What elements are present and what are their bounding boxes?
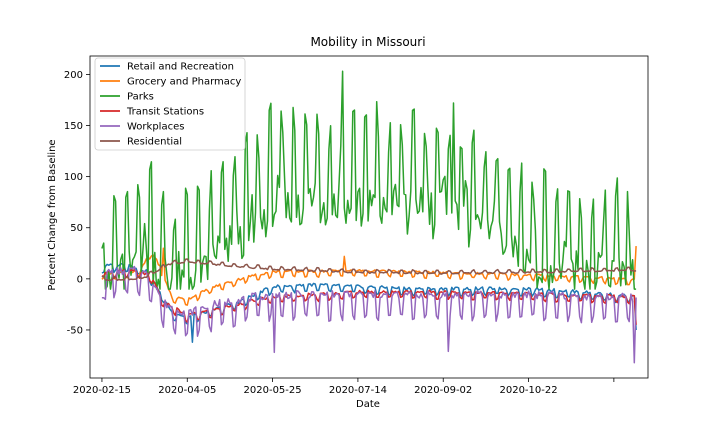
series-line-parks <box>101 70 637 290</box>
x-tick-label: 2020-02-15 <box>73 385 131 396</box>
legend-box <box>94 57 246 151</box>
series-line-residential <box>101 258 637 282</box>
chart-title: Mobility in Missouri <box>310 35 425 49</box>
x-tick-label: 2020-07-14 <box>329 385 387 396</box>
series-line-grocery-and-pharmacy <box>101 246 637 306</box>
plot-lines <box>101 70 637 364</box>
y-axis-label: Percent Change from Baseline <box>47 139 58 290</box>
legend-entry: Retail and Recreation <box>127 62 234 73</box>
legend: Retail and Recreation Grocery and Pharmac… <box>94 57 246 151</box>
y-tick-label: 100 <box>64 172 83 183</box>
y-tick-label: 150 <box>64 121 83 132</box>
y-tick-label: 0 <box>77 274 83 285</box>
y-tick-label: 50 <box>70 223 83 234</box>
legend-entry: Workplaces <box>127 122 184 133</box>
x-tick-label: 2020-05-25 <box>244 385 302 396</box>
x-axis-label: Date <box>356 399 380 410</box>
series-line-retail-and-recreation <box>101 263 637 343</box>
plot-frame <box>89 55 649 379</box>
x-tick-label: 2020-09-02 <box>414 385 472 396</box>
y-tick-label: 200 <box>64 70 83 81</box>
y-axis: -50 0 50 100 150 200 <box>64 70 90 336</box>
x-axis: 2020-02-15 2020-04-05 2020-05-25 2020-07-14… <box>73 378 615 396</box>
x-tick-label: 2020-10-22 <box>499 385 557 396</box>
x-tick-label: 2020-04-05 <box>158 385 216 396</box>
legend-entry: Grocery and Pharmacy <box>127 77 241 88</box>
legend-entry: Residential <box>127 137 182 148</box>
legend-entry: Transit Stations <box>126 107 204 118</box>
y-tick-label: -50 <box>67 325 83 336</box>
series-line-workplaces <box>101 265 637 364</box>
legend-entry: Parks <box>127 92 154 103</box>
